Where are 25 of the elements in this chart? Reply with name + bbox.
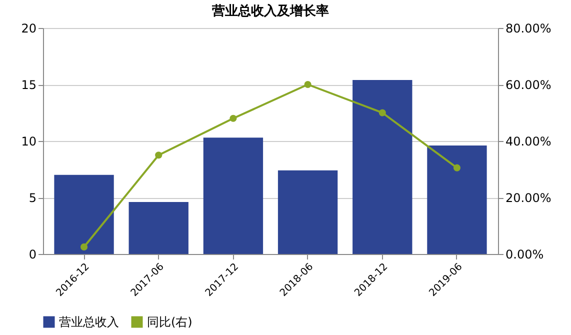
y2-tick-label: 0.00% bbox=[506, 248, 544, 262]
point bbox=[453, 164, 461, 172]
y-tick-label: 10 bbox=[21, 134, 36, 148]
chart-title: 营业总收入及增长率 bbox=[211, 3, 329, 19]
legend-label: 同比(右) bbox=[147, 315, 192, 329]
y2-tick-label: 80.00% bbox=[506, 22, 552, 36]
bar bbox=[54, 174, 114, 254]
point bbox=[378, 109, 386, 116]
y2-tick-label: 40.00% bbox=[506, 134, 552, 148]
y2-tick-label: 60.00% bbox=[506, 78, 552, 92]
y-tick-label: 0 bbox=[28, 248, 36, 262]
y-tick-label: 15 bbox=[21, 78, 36, 92]
y-tick-label: 20 bbox=[21, 22, 36, 36]
legend-label: 营业总收入 bbox=[59, 315, 119, 329]
bar bbox=[427, 146, 487, 254]
bar bbox=[352, 80, 412, 254]
bar bbox=[278, 170, 338, 254]
bar bbox=[203, 138, 264, 254]
y2-tick-label: 20.00% bbox=[506, 191, 552, 205]
point bbox=[304, 80, 312, 88]
bar bbox=[128, 202, 188, 254]
point bbox=[155, 152, 162, 159]
point bbox=[80, 243, 88, 250]
y-tick-label: 5 bbox=[28, 191, 36, 205]
point bbox=[230, 114, 237, 122]
